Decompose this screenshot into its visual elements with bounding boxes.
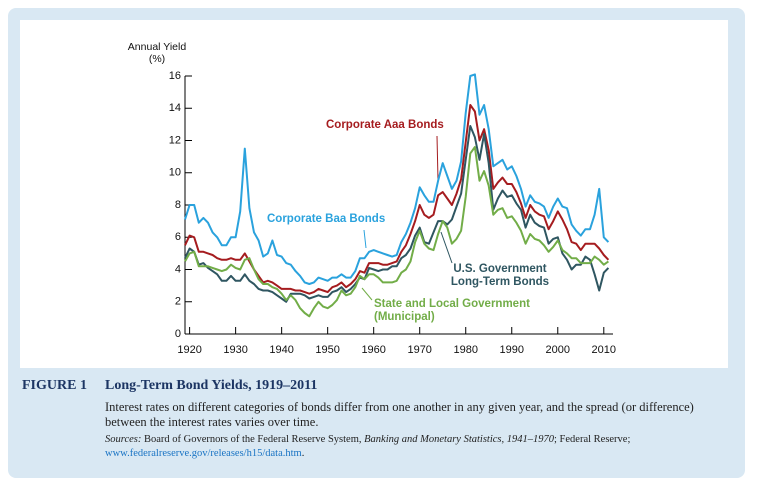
y-tick-label: 2	[175, 296, 181, 308]
x-tick-label: 2010	[592, 344, 616, 356]
x-tick-label: 1980	[453, 344, 477, 356]
y-tick-label: 0	[175, 328, 181, 340]
y-tick-label: 10	[169, 167, 181, 179]
punctuation: .	[301, 448, 305, 459]
x-tick-label: 1950	[315, 344, 339, 356]
source-link[interactable]: www.federalreserve.gov/releases/h15/data…	[105, 448, 302, 459]
y-tick-label: 14	[169, 102, 181, 114]
y-tick-label: 4	[175, 263, 181, 275]
y-tick-label: 16	[169, 70, 181, 82]
x-tick-label: 1940	[269, 344, 293, 356]
series-line	[184, 146, 609, 318]
callout	[440, 231, 453, 264]
figure-text: Interest rates on different categories o…	[105, 400, 694, 429]
series-label: State and Local Government (Municipal)	[374, 298, 530, 323]
x-tick-label: 1960	[361, 344, 385, 356]
y-tick-label: 12	[169, 134, 181, 146]
chart-panel	[20, 20, 728, 368]
figure-label: FIGURE 1	[22, 378, 87, 393]
source: Board of Governors of the Federal Reserv…	[143, 434, 362, 445]
callout	[361, 287, 373, 301]
series-line	[184, 125, 610, 303]
callout	[436, 135, 439, 181]
series-line	[184, 73, 610, 285]
callout	[363, 229, 367, 249]
series-label: Corporate Aaa Bonds	[326, 119, 444, 131]
y-tick-label: 6	[175, 231, 181, 243]
x-tick-label: 1990	[500, 344, 524, 356]
source: ; Federal Reserve;	[554, 434, 631, 445]
x-tick-label: 2000	[546, 344, 570, 356]
series-label: Corporate Baa Bonds	[267, 213, 386, 225]
figure-title: Long-Term Bond Yields, 1919–2011	[105, 378, 318, 393]
x-tick-label: 1970	[407, 344, 431, 356]
y-axis-label: Annual Yield (%)	[127, 41, 187, 65]
x-tick-label: 1930	[223, 344, 247, 356]
sources-label: Sources:	[105, 434, 142, 445]
source-title: Banking and Monetary Statistics, 1941–19…	[364, 434, 554, 445]
y-tick-label: 8	[175, 199, 181, 211]
x-tick-label: 1920	[177, 344, 201, 356]
series-label: U.S. Government Long-Term Bonds	[450, 263, 550, 288]
figure-sources: Sources: Board of Governors of the Feder…	[105, 433, 715, 461]
